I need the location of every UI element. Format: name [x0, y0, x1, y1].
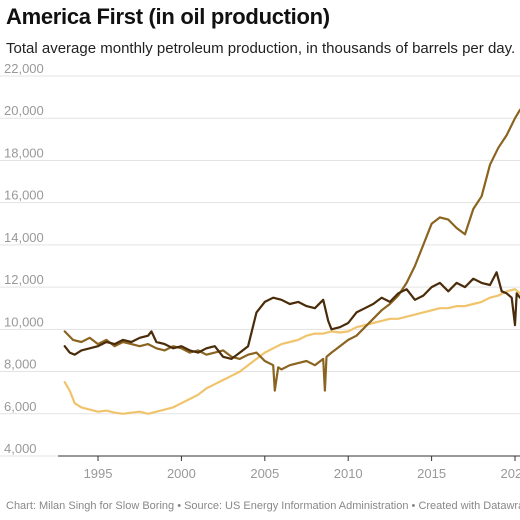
y-tick-label: 8,000 [4, 357, 37, 372]
y-tick-label: 4,000 [4, 441, 37, 456]
y-tick-label: 14,000 [4, 230, 44, 245]
y-tick-label: 16,000 [4, 188, 44, 203]
y-axis: 4,000 6,000 8,000 10,000 12,000 14,000 16,000 1… [4, 61, 44, 456]
chart-footer: Chart: Milan Singh for Slow Boring • Sou… [6, 500, 520, 512]
y-tick-label: 18,000 [4, 145, 44, 160]
x-tick-label: 2010 [334, 466, 363, 481]
chart-title: America First (in oil production) [6, 4, 330, 29]
series-lines [63, 108, 520, 415]
x-tick-label: 1995 [84, 466, 113, 481]
y-tick-label: 20,000 [4, 103, 44, 118]
series-line-2 [63, 108, 520, 392]
y-tick-label: 10,000 [4, 314, 44, 329]
x-axis: 1995 2000 2005 2010 2015 2020 [58, 455, 520, 481]
chart-subtitle: Total average monthly petroleum producti… [6, 40, 516, 57]
series-line-3 [63, 288, 520, 415]
x-tick-label: 2015 [417, 466, 446, 481]
x-tick-label: 2005 [250, 466, 279, 481]
y-tick-label: 6,000 [4, 399, 37, 414]
gridlines [0, 75, 520, 457]
x-tick-label: 2020 [501, 466, 520, 481]
y-tick-label: 22,000 [4, 61, 44, 76]
x-tick-label: 2000 [167, 466, 196, 481]
y-tick-label: 12,000 [4, 272, 44, 287]
series-line-1 [63, 271, 520, 360]
